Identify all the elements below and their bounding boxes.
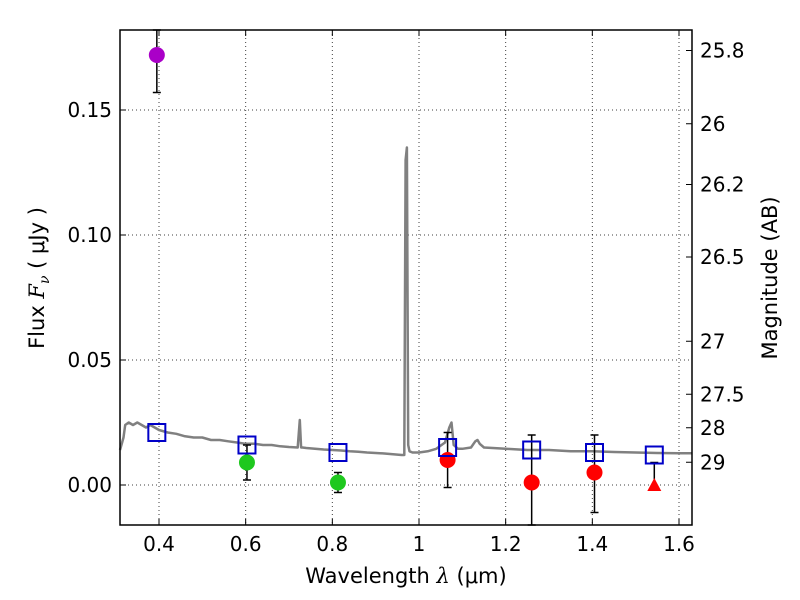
y2-tick-label: 26.5 [700, 245, 745, 269]
data-point-red [439, 452, 456, 468]
y2-tick-label: 26 [700, 112, 725, 136]
y-axis-label: Flux Fν ( μJy ) [25, 207, 53, 349]
y2-tick-label: 25.8 [700, 39, 745, 63]
data-point-green [238, 454, 255, 471]
data-point-purple [148, 47, 165, 63]
x-tick-label: 0.4 [143, 532, 175, 556]
y-tick-label: 0.10 [67, 223, 112, 247]
grid [120, 30, 692, 525]
y-tick-label: 0.00 [67, 473, 112, 497]
y2-tick-label: 27 [700, 329, 725, 353]
model-photometry-marker [438, 438, 458, 457]
model-photometry-marker [328, 443, 348, 462]
model-photometry-marker [147, 423, 167, 442]
y2-tick-label: 27.5 [700, 382, 745, 406]
model-photometry-marker [644, 445, 664, 465]
y2-tick-label: 28 [700, 416, 725, 440]
y2-tick-label: 26.2 [700, 173, 745, 197]
y-tick-label: 0.05 [67, 348, 112, 372]
x-tick-label: 0.6 [230, 532, 262, 556]
plot-frame [119, 29, 693, 526]
y2-tick-label: 29 [700, 450, 725, 474]
model-spectrum-line [118, 146, 692, 457]
data-points [147, 29, 664, 526]
model-spectrum [118, 146, 692, 457]
x-tick-label: 1.4 [576, 532, 608, 556]
axis-ticks: 0.4 0.6 0.8 1 1.2 1.4 1.6 0.00 0.05 0.10 0.15 25.8 2… [67, 30, 745, 556]
data-point-red [586, 464, 603, 481]
model-photometry-marker [585, 443, 604, 462]
data-point-red [523, 474, 540, 491]
x-tick-label: 1 [413, 532, 426, 556]
x-tick-label: 1.2 [490, 532, 522, 556]
x-tick-label: 1.6 [663, 532, 695, 556]
model-photometry-marker [522, 440, 542, 460]
y-tick-label: 0.15 [67, 98, 112, 122]
x-axis-label: Wavelength λ (μm) [305, 564, 506, 588]
model-photometry-marker [237, 435, 257, 455]
x-tick-label: 0.8 [316, 532, 348, 556]
upper-limit-marker [647, 478, 662, 491]
y2-axis-label: Magnitude (AB) [758, 196, 782, 359]
data-point-green [329, 474, 346, 491]
